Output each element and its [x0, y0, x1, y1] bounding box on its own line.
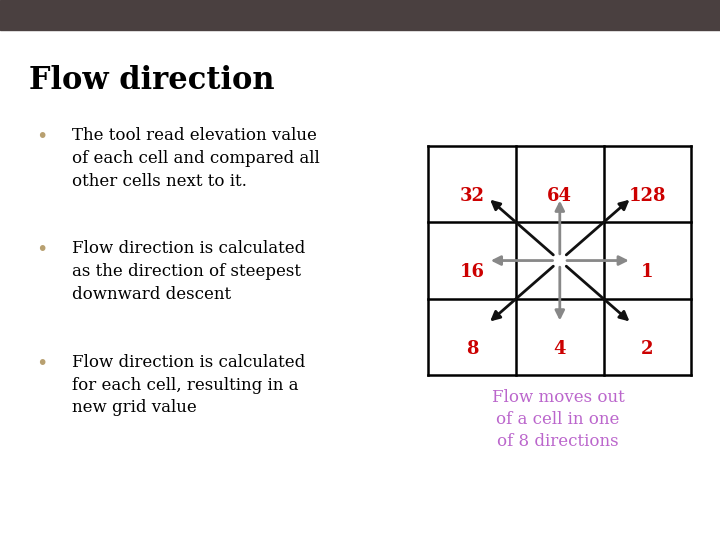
Text: 32: 32 — [459, 186, 485, 205]
Text: Flow moves out
of a cell in one
of 8 directions: Flow moves out of a cell in one of 8 dir… — [492, 389, 624, 450]
Text: •: • — [36, 127, 48, 146]
Text: 128: 128 — [629, 186, 666, 205]
Text: 1: 1 — [641, 263, 654, 281]
Text: The tool read elevation value
of each cell and compared all
other cells next to : The tool read elevation value of each ce… — [72, 127, 320, 190]
Text: 64: 64 — [547, 186, 572, 205]
Text: Flow direction is calculated
for each cell, resulting in a
new grid value: Flow direction is calculated for each ce… — [72, 354, 305, 416]
Text: 2: 2 — [641, 340, 654, 357]
Text: •: • — [36, 240, 48, 259]
Bar — [0, 0, 720, 30]
Text: Flow direction: Flow direction — [29, 65, 274, 96]
Text: 16: 16 — [459, 263, 485, 281]
Text: 8: 8 — [466, 340, 479, 357]
Text: •: • — [36, 354, 48, 373]
Text: 4: 4 — [554, 340, 566, 357]
Text: Flow direction is calculated
as the direction of steepest
downward descent: Flow direction is calculated as the dire… — [72, 240, 305, 303]
